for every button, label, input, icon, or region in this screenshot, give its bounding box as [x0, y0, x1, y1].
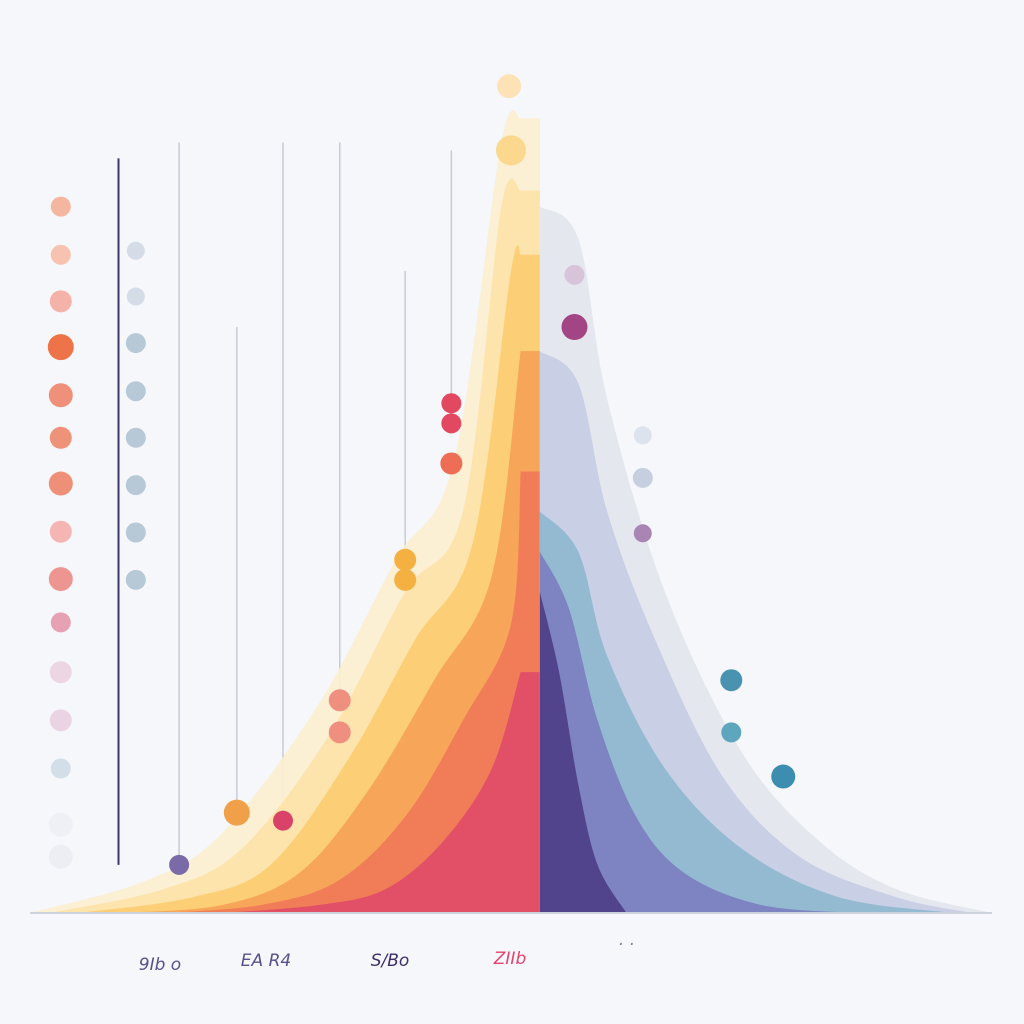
data-point: [48, 844, 73, 869]
data-point: [125, 427, 146, 448]
data-point: [564, 264, 585, 285]
x-tick-labels: 9Ib o EA R4 S/Bo ZIIb · ·: [139, 935, 634, 975]
data-point: [125, 475, 146, 496]
data-point: [49, 661, 72, 684]
data-point: [50, 758, 71, 779]
data-point: [50, 196, 71, 217]
scatter-points: [47, 74, 796, 875]
data-point: [126, 287, 145, 306]
cool-area-layer: [539, 591, 627, 913]
data-point: [394, 568, 417, 591]
data-point: [721, 722, 742, 743]
data-point: [328, 721, 351, 744]
data-point: [125, 522, 146, 543]
data-point: [561, 314, 588, 341]
data-point: [50, 244, 71, 265]
data-point: [125, 569, 146, 590]
x-tick-label: ZIIb: [493, 949, 526, 969]
data-point: [50, 612, 71, 633]
data-point: [126, 241, 145, 260]
data-point: [394, 548, 417, 571]
cool-area-layer: [539, 511, 954, 913]
stem-lines: [117, 142, 453, 865]
data-point: [441, 413, 462, 434]
data-point: [48, 383, 73, 408]
data-point: [49, 290, 72, 313]
x-tick-label: EA R4: [241, 951, 291, 971]
data-point: [273, 810, 294, 831]
data-point: [47, 334, 74, 361]
data-point: [48, 812, 73, 837]
cool-area-layer: [539, 551, 858, 913]
data-point: [496, 135, 526, 166]
data-point: [125, 381, 146, 402]
data-point: [441, 393, 462, 414]
data-point: [49, 520, 72, 543]
data-point: [632, 467, 653, 488]
x-tick-label: · ·: [618, 935, 634, 955]
data-point: [48, 567, 73, 592]
area-layers: [30, 109, 992, 914]
data-point: [223, 799, 250, 826]
x-tick-label: S/Bo: [371, 951, 410, 971]
data-point: [633, 426, 652, 445]
data-point: [49, 426, 72, 449]
x-tick-label: 9Ib o: [139, 955, 181, 975]
data-point: [125, 333, 146, 354]
data-point: [49, 709, 72, 732]
warm-area-layer: [164, 471, 540, 913]
data-point: [440, 452, 463, 475]
data-point: [720, 669, 743, 692]
data-point: [328, 689, 351, 712]
data-point: [169, 854, 190, 875]
warm-area-layer: [222, 672, 540, 913]
data-point: [771, 764, 796, 789]
data-point: [633, 524, 652, 543]
warm-area-layer: [116, 351, 540, 913]
data-point: [497, 74, 522, 99]
data-point: [48, 471, 73, 496]
